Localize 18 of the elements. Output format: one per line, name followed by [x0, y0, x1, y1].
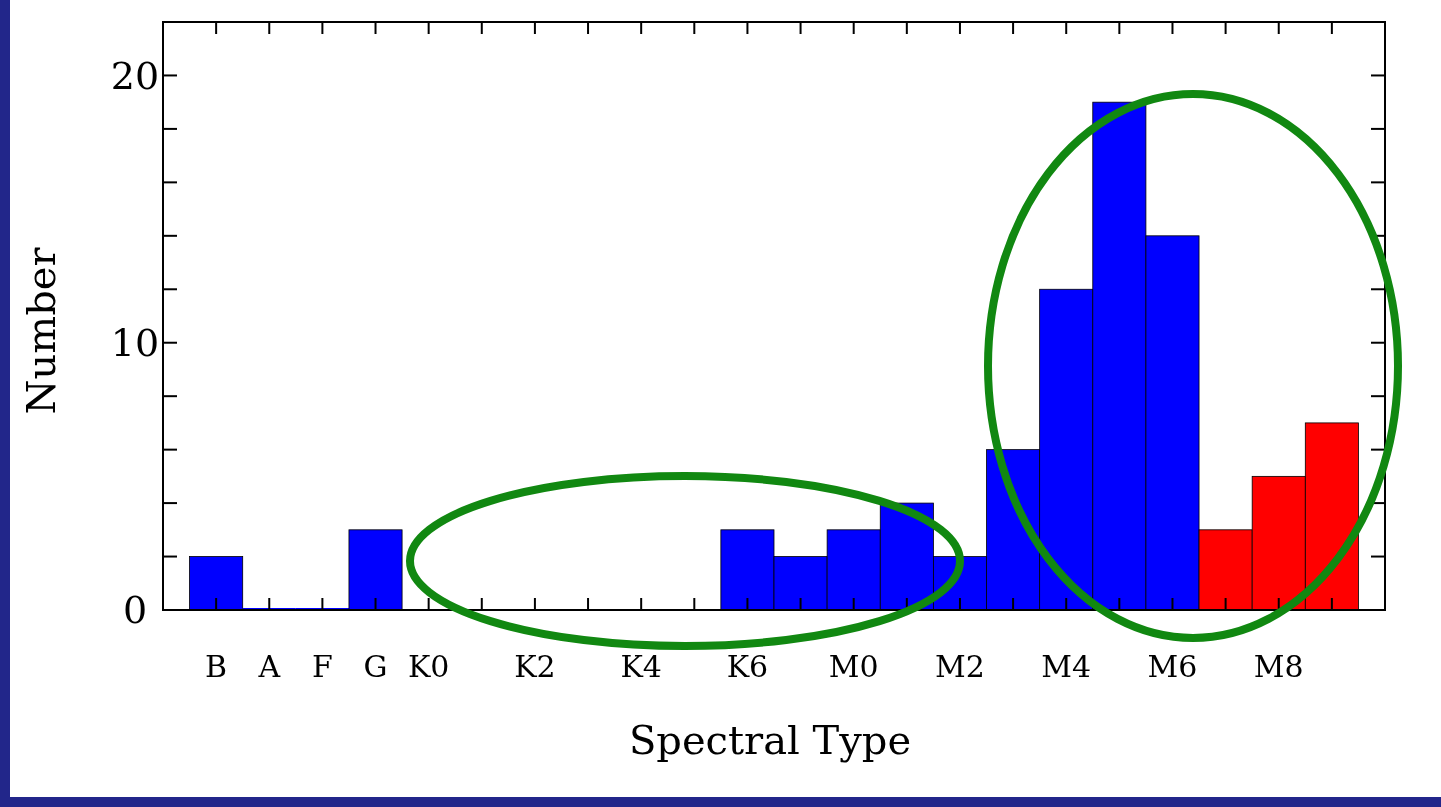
y-tick-label: 0 — [122, 588, 148, 633]
x-tick-label: M6 — [1147, 649, 1198, 684]
x-tick-label: F — [311, 649, 333, 684]
x-tick-label: K2 — [514, 649, 556, 684]
x-axis-title: Spectral Type — [628, 717, 912, 763]
x-tick-label: M8 — [1253, 649, 1304, 684]
y-axis-title: Number — [18, 246, 64, 415]
x-tick-label: M2 — [935, 649, 985, 684]
y-tick-label: 20 — [110, 53, 160, 98]
x-tick-label: M4 — [1041, 649, 1092, 684]
x-tick-label: K6 — [726, 649, 769, 684]
y-tick-label: 10 — [110, 321, 160, 366]
x-tick-label: K4 — [620, 649, 662, 684]
x-tick-label: A — [257, 649, 281, 684]
x-tick-label: M0 — [828, 649, 879, 684]
x-tick-label: K0 — [407, 649, 450, 684]
x-tick-label: G — [363, 649, 388, 684]
x-tick-label: B — [205, 649, 228, 684]
